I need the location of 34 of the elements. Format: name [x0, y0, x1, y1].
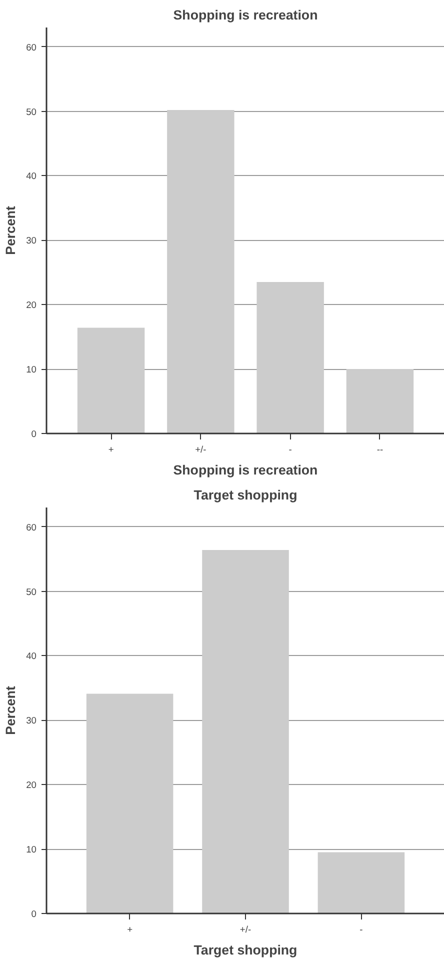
x-tick-label: -	[360, 924, 363, 934]
y-tick-label: 30	[26, 236, 37, 246]
y-tick-label: 50	[26, 106, 37, 117]
x-tick-label: -	[288, 444, 292, 454]
x-tick-label: +/-	[195, 444, 206, 454]
bar	[77, 328, 145, 434]
x-tick-label: --	[376, 444, 384, 454]
y-tick-label: 10	[26, 364, 37, 375]
x-tick-label: +/-	[240, 924, 252, 934]
y-tick-label: 0	[31, 909, 37, 919]
bar	[318, 852, 405, 914]
y-tick-label: 0	[31, 429, 37, 439]
x-tick-label: +	[108, 444, 114, 454]
bar	[346, 369, 414, 434]
x-tick-label: +	[127, 924, 133, 934]
y-axis-title: Percent	[3, 685, 18, 735]
bar	[256, 282, 324, 434]
y-tick-label: 20	[26, 300, 37, 310]
chart-title: Target shopping	[194, 488, 298, 502]
y-tick-label: 40	[26, 171, 37, 182]
bar	[167, 110, 234, 434]
bar	[202, 550, 289, 914]
x-axis-title: Target shopping	[194, 942, 298, 958]
y-tick-label: 30	[26, 716, 37, 726]
y-tick-label: 60	[26, 42, 37, 52]
y-axis-title: Percent	[3, 205, 18, 255]
y-tick-label: 10	[26, 844, 37, 855]
y-tick-label: 60	[26, 522, 37, 532]
y-tick-label: 20	[26, 780, 37, 790]
y-tick-label: 50	[26, 586, 37, 597]
x-axis-title: Shopping is recreation	[173, 462, 318, 478]
bar	[86, 694, 174, 914]
y-tick-label: 40	[26, 651, 37, 662]
chart-title: Shopping is recreation	[173, 8, 318, 22]
